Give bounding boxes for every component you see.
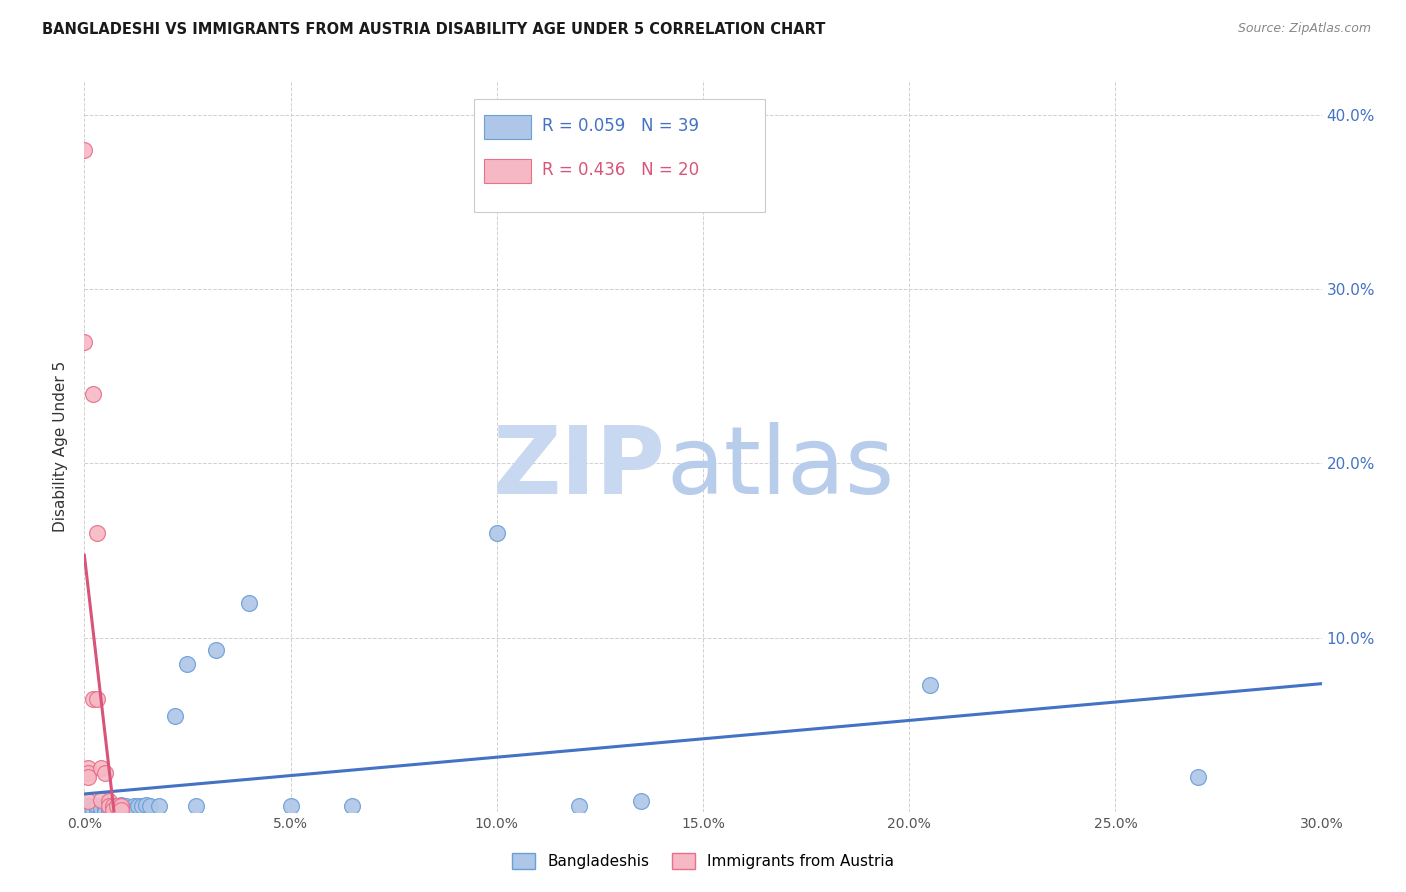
Point — [114, 799, 136, 814]
Point — [105, 799, 128, 814]
Point — [110, 803, 132, 817]
Point — [82, 691, 104, 706]
Point — [105, 799, 128, 814]
Point — [86, 526, 108, 541]
Point — [110, 805, 132, 819]
Point — [122, 799, 145, 814]
Point — [127, 799, 149, 814]
Point — [77, 794, 100, 808]
Point — [86, 803, 108, 817]
Point — [77, 799, 100, 814]
Point — [148, 799, 170, 814]
Point — [1187, 770, 1209, 784]
Point — [86, 691, 108, 706]
Point — [103, 805, 125, 819]
Point — [98, 794, 121, 808]
Point — [205, 642, 228, 657]
Point — [110, 803, 132, 817]
Text: BANGLADESHI VS IMMIGRANTS FROM AUSTRIA DISABILITY AGE UNDER 5 CORRELATION CHART: BANGLADESHI VS IMMIGRANTS FROM AUSTRIA D… — [42, 22, 825, 37]
Point — [103, 803, 125, 817]
Point — [280, 799, 302, 814]
Point — [94, 766, 117, 780]
Point — [122, 803, 145, 817]
Text: ZIP: ZIP — [494, 422, 666, 514]
FancyBboxPatch shape — [484, 115, 531, 139]
Point — [918, 677, 941, 691]
Point — [82, 386, 104, 401]
Point — [184, 799, 207, 814]
Point — [238, 596, 260, 610]
Point — [86, 799, 108, 814]
Point — [131, 799, 153, 814]
Point — [82, 803, 104, 817]
Point — [77, 761, 100, 775]
Point — [105, 801, 128, 815]
Point — [98, 799, 121, 814]
Y-axis label: Disability Age Under 5: Disability Age Under 5 — [53, 360, 69, 532]
Text: R = 0.059   N = 39: R = 0.059 N = 39 — [543, 118, 699, 136]
Text: Source: ZipAtlas.com: Source: ZipAtlas.com — [1237, 22, 1371, 36]
Point — [114, 805, 136, 819]
Point — [110, 799, 132, 814]
Point — [165, 709, 187, 723]
Point — [94, 801, 117, 815]
Point — [114, 801, 136, 815]
Point — [98, 799, 121, 814]
FancyBboxPatch shape — [484, 160, 531, 183]
Point — [90, 801, 112, 815]
Point — [90, 805, 112, 819]
Point — [176, 657, 198, 671]
Point — [90, 792, 112, 806]
Point — [98, 803, 121, 817]
Point — [77, 770, 100, 784]
Legend: Bangladeshis, Immigrants from Austria: Bangladeshis, Immigrants from Austria — [506, 847, 900, 875]
Point — [342, 799, 364, 814]
Point — [568, 799, 591, 814]
Point — [73, 334, 96, 349]
FancyBboxPatch shape — [474, 99, 765, 212]
Point — [77, 766, 100, 780]
Text: atlas: atlas — [666, 422, 894, 514]
Point — [103, 803, 125, 817]
Point — [90, 761, 112, 775]
Point — [630, 794, 652, 808]
Point — [139, 799, 162, 814]
Point — [110, 797, 132, 812]
Point — [135, 797, 157, 812]
Point — [94, 805, 117, 819]
Text: R = 0.436   N = 20: R = 0.436 N = 20 — [543, 161, 699, 179]
Point — [485, 526, 508, 541]
Point — [73, 143, 96, 157]
Point — [103, 799, 125, 814]
